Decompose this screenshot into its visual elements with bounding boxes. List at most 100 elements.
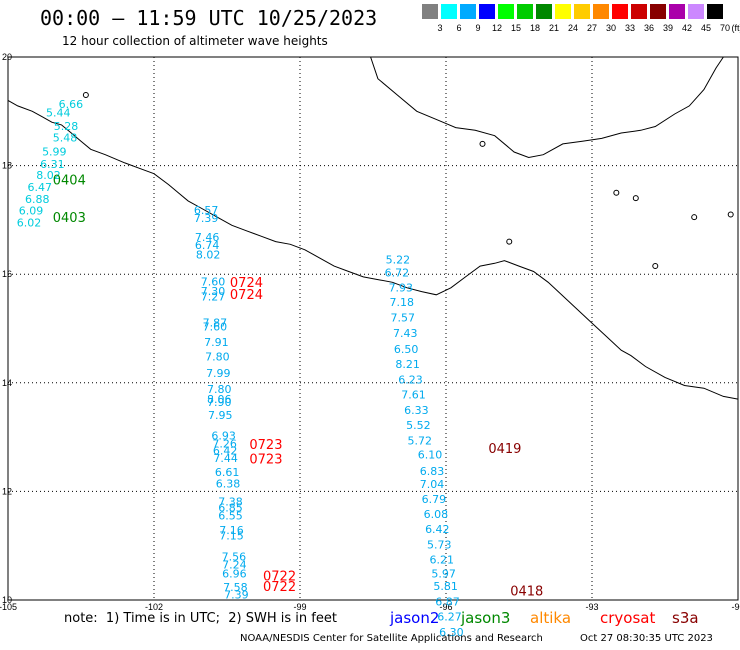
swh-observation: 6.31 [40, 158, 64, 171]
color-swatch [517, 4, 533, 19]
color-swatch [650, 4, 666, 19]
lat-tick-label: 16 [2, 269, 12, 279]
island-outline [652, 263, 659, 270]
swh-observation: 6.66 [59, 98, 84, 111]
swh-observation: 6.61 [215, 466, 240, 479]
swh-observation: 7.80 [207, 383, 232, 396]
credit-line: NOAA/NESDIS Center for Satellite Applica… [240, 633, 543, 644]
swh-observation: 6.42 [425, 523, 450, 536]
swh-observation: 6.83 [420, 465, 445, 478]
swh-observation: 5.48 [53, 132, 77, 145]
swh-observation: 7.27 [201, 290, 226, 303]
satellite-s3a: s3a [672, 609, 699, 627]
swh-observation: 7.38 [218, 496, 243, 509]
swh-observation: 6.93 [211, 429, 236, 442]
swh-observation: 6.23 [398, 373, 423, 386]
color-swatch-label: 33 [624, 23, 635, 33]
color-swatch-label: 6 [456, 23, 462, 33]
lon-tick-label: -99 [293, 602, 306, 612]
chart-title: 00:00 – 11:59 UTC 10/25/2023 [40, 6, 378, 30]
lat-tick-label: 18 [2, 161, 12, 171]
lat-tick-label: 14 [2, 378, 12, 388]
color-swatch-label: 27 [586, 23, 597, 33]
swh-observation: 6.33 [404, 404, 429, 417]
lon-tick-label: -90 [731, 602, 740, 612]
swh-observation: 6.47 [27, 181, 52, 194]
swh-observation: 7.58 [223, 581, 248, 594]
swh-observation: 5.72 [408, 435, 433, 448]
swh-observation: 5.52 [406, 419, 431, 432]
color-swatch [460, 4, 476, 19]
swh-observation: 7.61 [401, 389, 426, 402]
generation-timestamp: Oct 27 08:30:35 UTC 2023 [580, 633, 713, 644]
swh-observation: 7.44 [213, 452, 238, 465]
color-swatch-label: 12 [491, 23, 502, 33]
swh-observation: 6.96 [222, 568, 247, 581]
swh-observation: 7.24 [222, 559, 247, 572]
swh-observation: 7.04 [420, 478, 445, 491]
island-outline [506, 238, 513, 245]
swh-observation: 6.30 [439, 626, 464, 639]
pass-time-label: 0418 [510, 585, 543, 600]
swh-observation: 7.95 [208, 409, 233, 422]
footer-note: note: 1) Time is in UTC; 2) SWH is in fe… [64, 611, 337, 626]
swh-observation: 7.90 [207, 396, 232, 409]
lat-tick-label: 20 [2, 52, 12, 62]
swh-observation: 6.55 [218, 510, 243, 523]
lon-tick-label: -102 [145, 602, 163, 612]
color-swatch-label: 3 [437, 23, 443, 33]
swh-observation: 7.60 [201, 276, 226, 289]
swh-observation: 6.57 [194, 204, 219, 217]
swh-observation: 5.81 [433, 580, 458, 593]
swh-observation: 7.15 [219, 530, 244, 543]
color-swatch [707, 4, 723, 19]
swh-observation: 7.56 [222, 550, 247, 563]
swh-observation: 6.85 [218, 501, 243, 514]
swh-observation: 5.73 [427, 538, 452, 551]
color-swatch [441, 4, 457, 19]
lon-tick-label: -93 [585, 602, 598, 612]
island-outline [727, 211, 734, 218]
swh-observation: 6.10 [418, 448, 443, 461]
swh-observation: 6.88 [25, 193, 50, 206]
satellite-altika: altika [530, 609, 572, 627]
gulf-coastline [370, 56, 724, 159]
swh-observation: 7.26 [212, 437, 237, 450]
color-swatch-label: 30 [605, 23, 616, 33]
color-swatch-label: 36 [643, 23, 654, 33]
swh-observation: 5.97 [431, 568, 456, 581]
color-swatch [479, 4, 495, 19]
color-swatch [688, 4, 704, 19]
swh-observation: 7.93 [389, 282, 414, 295]
swh-observation: 7.60 [203, 321, 228, 334]
color-swatch-label: 45 [700, 23, 711, 33]
color-swatch [669, 4, 685, 19]
swh-observation: 6.38 [216, 478, 241, 491]
swh-observation: 8.06 [207, 393, 232, 406]
color-swatch [536, 4, 552, 19]
pass-time-label: 0403 [53, 211, 86, 226]
swh-observation: 5.22 [386, 253, 411, 266]
swh-observation: 5.44 [46, 107, 71, 120]
satellite-jason3: jason3 [461, 609, 511, 627]
chart-subtitle: 12 hour collection of altimeter wave hei… [62, 34, 328, 48]
color-swatch [498, 4, 514, 19]
swh-observation: 6.72 [385, 266, 410, 279]
swh-observation: 8.02 [196, 248, 221, 261]
island-outline [632, 195, 639, 202]
swh-observation: 6.21 [429, 554, 454, 567]
pass-time-label: 0724 [230, 288, 263, 303]
map-frame [7, 56, 739, 601]
pass-time-label: 0724 [230, 276, 263, 291]
color-swatch-label: 9 [475, 23, 481, 33]
colorbar-unit: (ft) [731, 23, 740, 33]
lon-tick-label: -96 [439, 602, 452, 612]
island-outline [479, 140, 486, 147]
swh-observation: 6.87 [435, 595, 460, 608]
color-swatch-label: 18 [529, 23, 540, 33]
lat-tick-label: 10 [2, 595, 12, 605]
swh-observation: 8.02 [36, 169, 61, 182]
pass-time-label: 0419 [488, 442, 521, 457]
swh-observation: 7.18 [390, 296, 415, 309]
swh-observation: 7.16 [219, 524, 244, 537]
